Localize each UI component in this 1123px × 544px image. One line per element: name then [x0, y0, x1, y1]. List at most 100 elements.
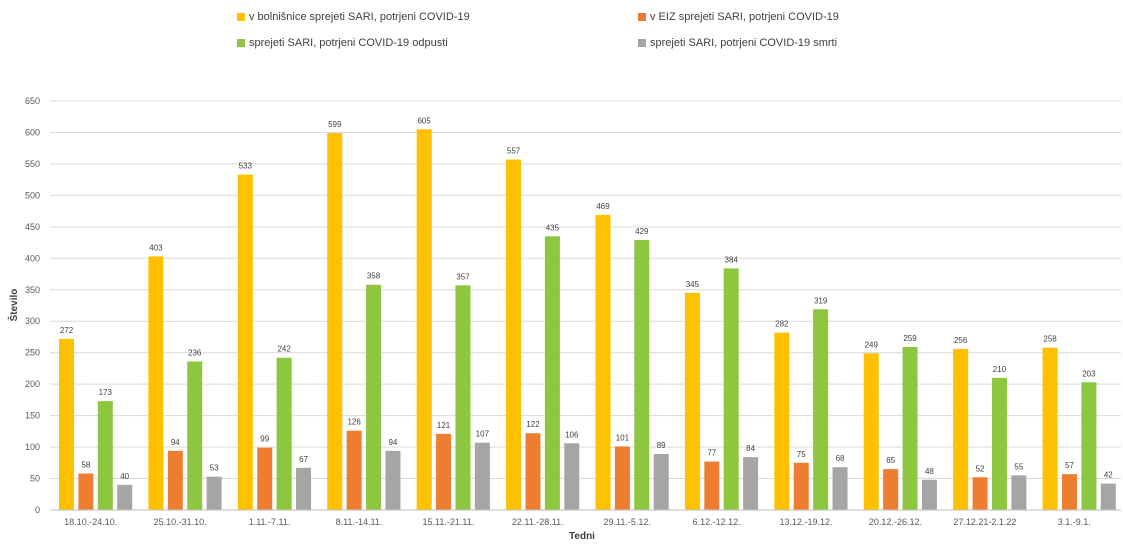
legend-label: sprejeti SARI, potrjeni COVID-19 odpusti — [249, 37, 448, 49]
y-tick-label: 600 — [25, 127, 40, 137]
data-label: 77 — [707, 449, 716, 458]
bar — [385, 450, 401, 510]
bar — [883, 469, 899, 510]
data-label: 282 — [775, 320, 789, 329]
data-label: 210 — [993, 365, 1007, 374]
data-label: 249 — [865, 340, 879, 349]
data-label: 242 — [277, 345, 291, 354]
y-tick-label: 250 — [25, 348, 40, 358]
data-label: 58 — [81, 461, 90, 470]
bar — [1011, 475, 1027, 510]
bar — [595, 214, 611, 511]
data-label: 345 — [686, 280, 700, 289]
bar — [436, 433, 452, 510]
gridlines — [50, 100, 1121, 480]
data-label: 55 — [1014, 462, 1023, 471]
data-label: 599 — [328, 120, 342, 129]
data-label: 319 — [814, 296, 828, 305]
x-tick-label: 1.11.-7.11. — [249, 517, 291, 527]
bar — [148, 256, 164, 510]
bar — [793, 462, 809, 510]
x-tick-label: 8.11.-14.11. — [336, 517, 383, 527]
chart-legend: v bolnišnice sprejeti SARI, potrjeni COV… — [0, 0, 1123, 60]
bars — [59, 129, 1116, 511]
bar — [78, 473, 94, 510]
data-label: 40 — [120, 472, 129, 481]
bar — [653, 453, 669, 510]
bar — [813, 309, 829, 510]
bar — [1061, 474, 1077, 510]
data-label: 53 — [210, 464, 219, 473]
legend-item-discharges: sprejeti SARI, potrjeni COVID-19 odpusti — [237, 37, 448, 49]
x-tick-label: 20.12.-26.12. — [869, 517, 922, 527]
bar — [506, 159, 522, 510]
legend-swatch-green — [237, 39, 245, 47]
data-label: 358 — [367, 272, 381, 281]
y-tick-label: 350 — [25, 285, 40, 295]
y-tick-label: 300 — [25, 316, 40, 326]
data-label: 52 — [976, 464, 985, 473]
y-tick-label: 200 — [25, 379, 40, 389]
data-label: 68 — [836, 454, 845, 463]
x-tick-label: 15.11.-21.11. — [423, 517, 475, 527]
legend-swatch-orange — [638, 13, 646, 21]
bar — [59, 338, 74, 510]
y-tick-label: 150 — [25, 411, 40, 421]
bar — [544, 236, 560, 511]
legend-label: sprejeti SARI, potrjeni COVID-19 smrti — [650, 37, 838, 49]
bar — [723, 268, 739, 510]
bar — [117, 484, 133, 510]
data-label: 65 — [886, 456, 895, 465]
bar — [187, 361, 203, 510]
bar — [474, 442, 490, 510]
bar — [237, 174, 253, 510]
bar — [296, 467, 312, 510]
data-label: 203 — [1082, 369, 1096, 378]
data-label: 357 — [456, 272, 470, 281]
y-tick-label: 100 — [25, 442, 40, 452]
data-label: 107 — [476, 430, 490, 439]
bar — [953, 348, 969, 510]
data-label: 89 — [657, 441, 666, 450]
data-labels: 272 58 173 40 403 94 236 53 533 99 242 67 599 126 358 9… — [60, 116, 1113, 481]
bar — [564, 443, 580, 510]
y-tick-label: 550 — [25, 159, 40, 169]
x-tick-label: 13.12.-19.12. — [780, 517, 833, 527]
legend-item-icu-admissions: v EIZ sprejeti SARI, potrjeni COVID-19 — [638, 11, 839, 23]
data-label: 94 — [388, 438, 397, 447]
data-label: 94 — [171, 438, 180, 447]
bar — [614, 446, 630, 510]
bar — [743, 457, 759, 510]
legend-label: v EIZ sprejeti SARI, potrjeni COVID-19 — [650, 11, 839, 23]
data-label: 557 — [507, 147, 521, 156]
bar — [774, 332, 790, 510]
data-label: 99 — [260, 435, 269, 444]
bar — [366, 284, 382, 510]
data-label: 259 — [903, 334, 917, 343]
legend-item-deaths: sprejeti SARI, potrjeni COVID-19 smrti — [638, 37, 837, 49]
bar — [832, 467, 848, 510]
x-axis-title: Tedni — [569, 531, 595, 542]
bar — [97, 401, 113, 510]
bar — [921, 479, 937, 510]
bar — [455, 285, 471, 510]
x-tick-label: 22.11.-28.11. — [512, 517, 564, 527]
bar — [167, 450, 183, 510]
x-tick-label: 18.10.-24.10. — [64, 517, 117, 527]
bar — [276, 357, 292, 510]
bar — [346, 430, 362, 510]
y-tick-label: 450 — [25, 222, 40, 232]
data-label: 272 — [60, 326, 74, 335]
data-label: 48 — [925, 467, 934, 476]
data-label: 106 — [565, 430, 579, 439]
legend-label: v bolnišnice sprejeti SARI, potrjeni COV… — [249, 11, 470, 23]
data-label: 101 — [616, 433, 630, 442]
bar — [1042, 347, 1058, 510]
bar — [327, 133, 343, 511]
bar — [634, 240, 650, 510]
bar — [863, 353, 879, 510]
x-tick-label: 6.12.-12.12. — [693, 517, 741, 527]
bar — [1100, 483, 1116, 510]
data-label: 469 — [596, 202, 610, 211]
data-label: 57 — [1065, 461, 1074, 470]
